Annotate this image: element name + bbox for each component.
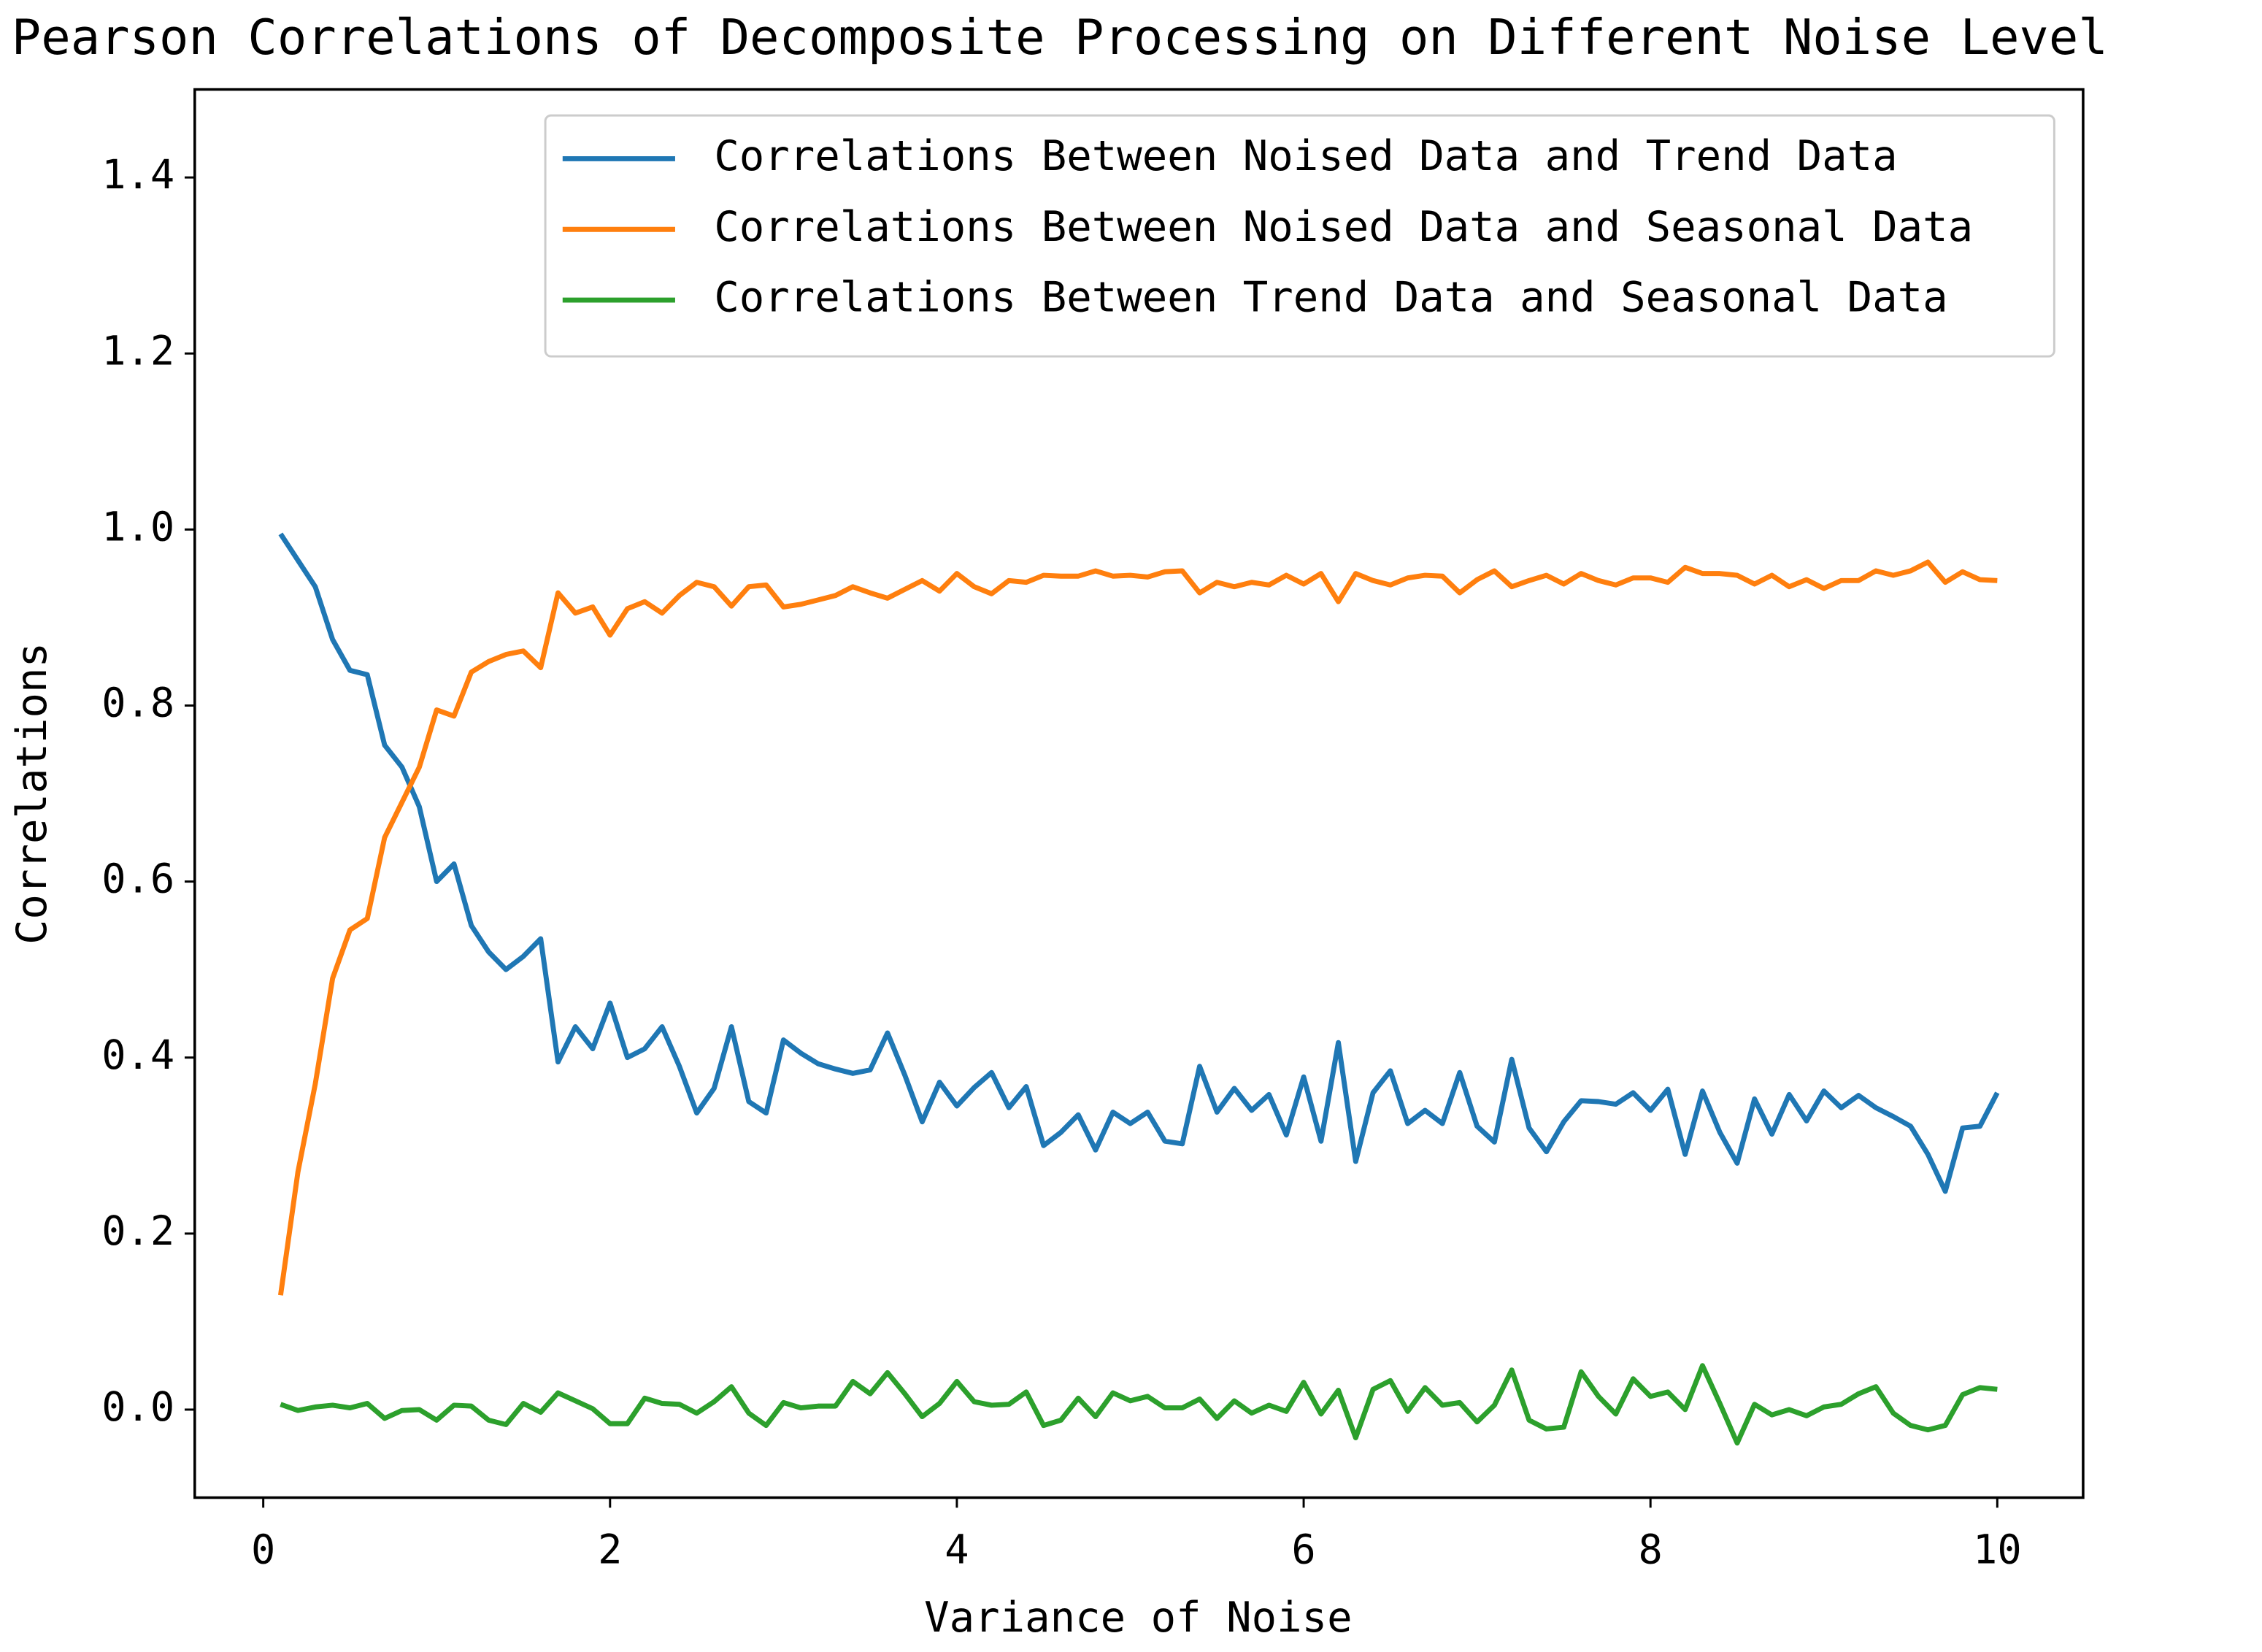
y-tick-label: 1.4 <box>101 152 174 199</box>
y-tick-label: 0.6 <box>101 856 174 903</box>
x-tick-label: 8 <box>1639 1527 1663 1574</box>
line-series <box>278 532 2000 1194</box>
line-series <box>277 559 1998 1296</box>
y-tick-label: 0.4 <box>101 1032 174 1079</box>
chart-title: Pearson Correlations of Decomposite Proc… <box>12 9 2108 66</box>
y-axis-label: Correlations <box>7 642 56 945</box>
x-tick-label: 0 <box>251 1527 275 1574</box>
x-tick-label: 2 <box>598 1527 622 1574</box>
y-tick-label: 1.2 <box>101 328 174 374</box>
x-tick-label: 10 <box>1973 1527 2022 1574</box>
x-tick-label: 4 <box>945 1527 969 1574</box>
y-tick-label: 0.0 <box>101 1384 174 1431</box>
legend-label: Correlations Between Noised Data and Tre… <box>714 131 1897 180</box>
x-axis-label: Variance of Noise <box>924 1593 1352 1642</box>
legend-box <box>544 114 2055 358</box>
x-tick-label: 6 <box>1291 1527 1315 1574</box>
line-series <box>280 1363 1998 1446</box>
plot-frame <box>193 88 2085 1499</box>
y-tick-label: 0.2 <box>101 1208 174 1255</box>
y-tick-label: 0.8 <box>101 680 174 727</box>
legend-label: Correlations Between Trend Data and Seas… <box>714 273 1947 322</box>
y-tick-label: 1.0 <box>101 504 174 550</box>
legend-label: Correlations Between Noised Data and Sea… <box>714 202 1973 251</box>
